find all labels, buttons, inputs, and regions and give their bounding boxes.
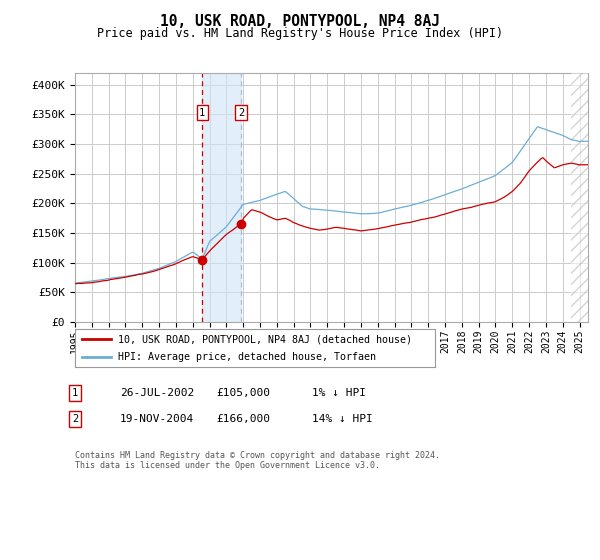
Text: 26-JUL-2002: 26-JUL-2002 bbox=[120, 388, 194, 398]
Text: 1: 1 bbox=[199, 108, 205, 118]
Text: 19-NOV-2004: 19-NOV-2004 bbox=[120, 414, 194, 424]
Bar bbox=[571, 73, 588, 322]
Text: £105,000: £105,000 bbox=[216, 388, 270, 398]
Text: £166,000: £166,000 bbox=[216, 414, 270, 424]
Text: Contains HM Land Registry data © Crown copyright and database right 2024.
This d: Contains HM Land Registry data © Crown c… bbox=[75, 451, 440, 470]
Text: 2: 2 bbox=[238, 108, 244, 118]
Bar bbox=[202, 73, 241, 322]
Bar bbox=[571, 73, 588, 322]
Text: 10, USK ROAD, PONTYPOOL, NP4 8AJ: 10, USK ROAD, PONTYPOOL, NP4 8AJ bbox=[160, 14, 440, 29]
Text: Price paid vs. HM Land Registry's House Price Index (HPI): Price paid vs. HM Land Registry's House … bbox=[97, 27, 503, 40]
Text: 2: 2 bbox=[72, 414, 78, 424]
Text: 10, USK ROAD, PONTYPOOL, NP4 8AJ (detached house): 10, USK ROAD, PONTYPOOL, NP4 8AJ (detach… bbox=[118, 334, 412, 344]
Text: HPI: Average price, detached house, Torfaen: HPI: Average price, detached house, Torf… bbox=[118, 352, 376, 362]
Text: 14% ↓ HPI: 14% ↓ HPI bbox=[312, 414, 373, 424]
Text: 1: 1 bbox=[72, 388, 78, 398]
Text: 1% ↓ HPI: 1% ↓ HPI bbox=[312, 388, 366, 398]
